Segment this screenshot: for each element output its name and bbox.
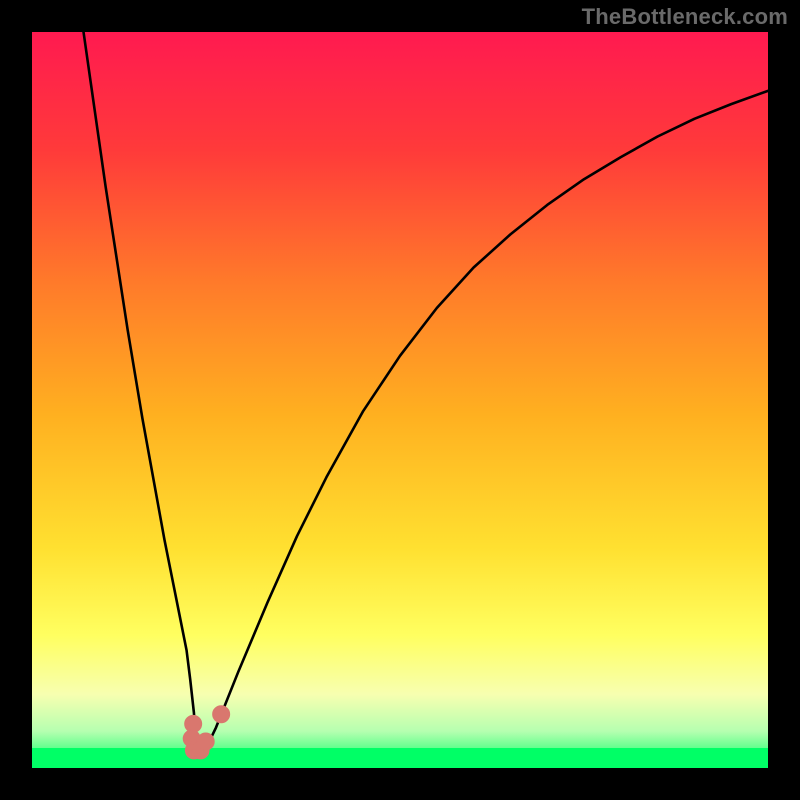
plot-area	[32, 32, 768, 768]
watermark-text: TheBottleneck.com	[582, 4, 788, 30]
figure-root: TheBottleneck.com	[0, 0, 800, 800]
marker-dot	[197, 733, 214, 750]
marker-dot	[213, 706, 230, 723]
marker-layer	[32, 32, 768, 768]
